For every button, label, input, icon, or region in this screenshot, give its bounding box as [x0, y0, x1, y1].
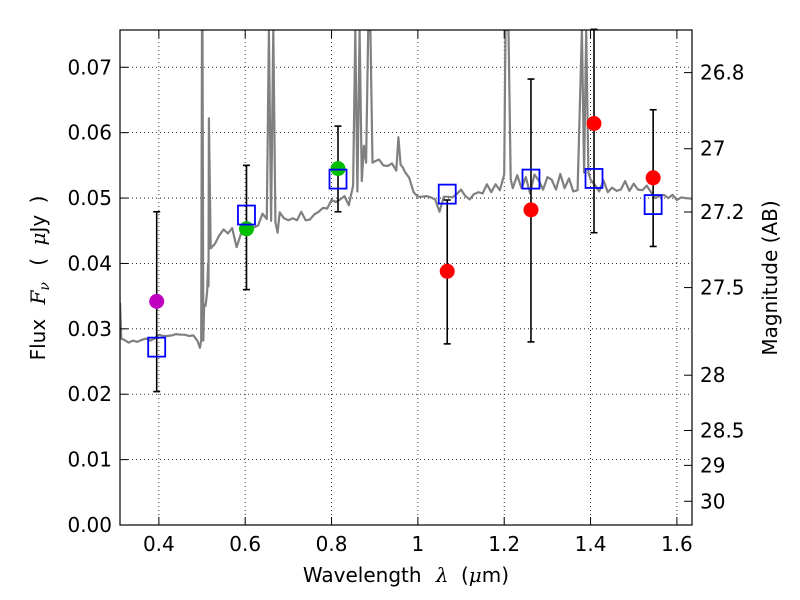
x-axis-title-unit-mu: μ	[469, 563, 482, 587]
y-axis-title: Flux Fν ( μJy )	[26, 196, 54, 361]
photometry-nir-point	[439, 263, 455, 279]
model-photometry-point	[237, 204, 256, 226]
y-axis-title-unit-rest: Jy	[26, 215, 50, 235]
axis-ticks: 0.4 0.6 0.8 1 1.2 1.4 1.6 0.00 0.01 0.02 0.03 0.04 0…	[67, 30, 745, 556]
model-photometry-point	[643, 194, 663, 215]
y-tick-label: 0.06	[67, 121, 112, 145]
x-tick-label: 1.4	[575, 532, 607, 556]
y-tick-label: 0.02	[67, 382, 112, 406]
y2-tick-label: 27.5	[700, 276, 745, 300]
model-photometry-point	[328, 168, 348, 190]
x-axis-title-unit-open: (	[461, 563, 469, 587]
photometry-uv-point	[149, 293, 165, 309]
y-axis-title-unit-open: (	[26, 258, 50, 266]
plot-background	[120, 30, 692, 525]
model-photometry-point	[584, 168, 604, 189]
x-axis-title-unit-rest: m)	[482, 563, 509, 587]
x-axis-title: Wavelength λ (μm)	[303, 563, 509, 587]
y2-tick-label: 27.2	[700, 200, 745, 224]
y2-tick-label: 30	[700, 489, 725, 513]
photometry-nir-point	[586, 116, 602, 132]
photometry-optical-point	[330, 161, 346, 177]
x-tick-label: 0.6	[229, 532, 261, 556]
x-axis-title-prefix: Wavelength	[303, 563, 422, 587]
model-spectrum	[120, 30, 692, 349]
data-markers	[147, 116, 663, 358]
y-tick-label: 0.03	[67, 317, 112, 341]
y-tick-label: 0.05	[67, 186, 112, 210]
model-photometry-point	[437, 183, 457, 205]
y2-axis-title: Magnitude (AB)	[758, 200, 782, 355]
y-axis-title-unit-mu: μ	[26, 233, 50, 246]
model-photometry-point	[147, 336, 167, 358]
y-tick-label: 0.07	[67, 55, 112, 79]
y2-tick-label: 28.5	[700, 418, 745, 442]
y-axis-title-symbol: F	[26, 289, 50, 305]
photometry-nir-point	[523, 202, 539, 218]
photometry-nir-point	[645, 170, 661, 186]
spectrum-line	[120, 30, 692, 349]
model-photometry-point	[521, 168, 541, 190]
x-tick-label: 0.8	[316, 532, 348, 556]
x-axis-title-symbol: λ	[435, 563, 449, 587]
y-axis-title-subscript: ν	[37, 282, 53, 291]
x-tick-label: 1.6	[661, 532, 693, 556]
y-tick-label: 0.00	[67, 513, 112, 537]
y-tick-label: 0.01	[67, 448, 112, 472]
y-axis-title-prefix: Flux	[26, 319, 50, 361]
x-tick-label: 1.2	[488, 532, 520, 556]
x-tick-label: 0.4	[143, 532, 175, 556]
y2-tick-label: 26.8	[700, 61, 745, 85]
plot-frame	[119, 29, 693, 526]
y2-tick-label: 28	[700, 363, 725, 387]
y-axis-title-unit-close: )	[26, 196, 50, 204]
photometry-optical-point	[238, 221, 254, 237]
y-tick-label: 0.04	[67, 251, 112, 275]
x-tick-label: 1	[412, 532, 425, 556]
y2-tick-label: 27	[700, 137, 725, 161]
y2-tick-label: 29	[700, 453, 725, 477]
